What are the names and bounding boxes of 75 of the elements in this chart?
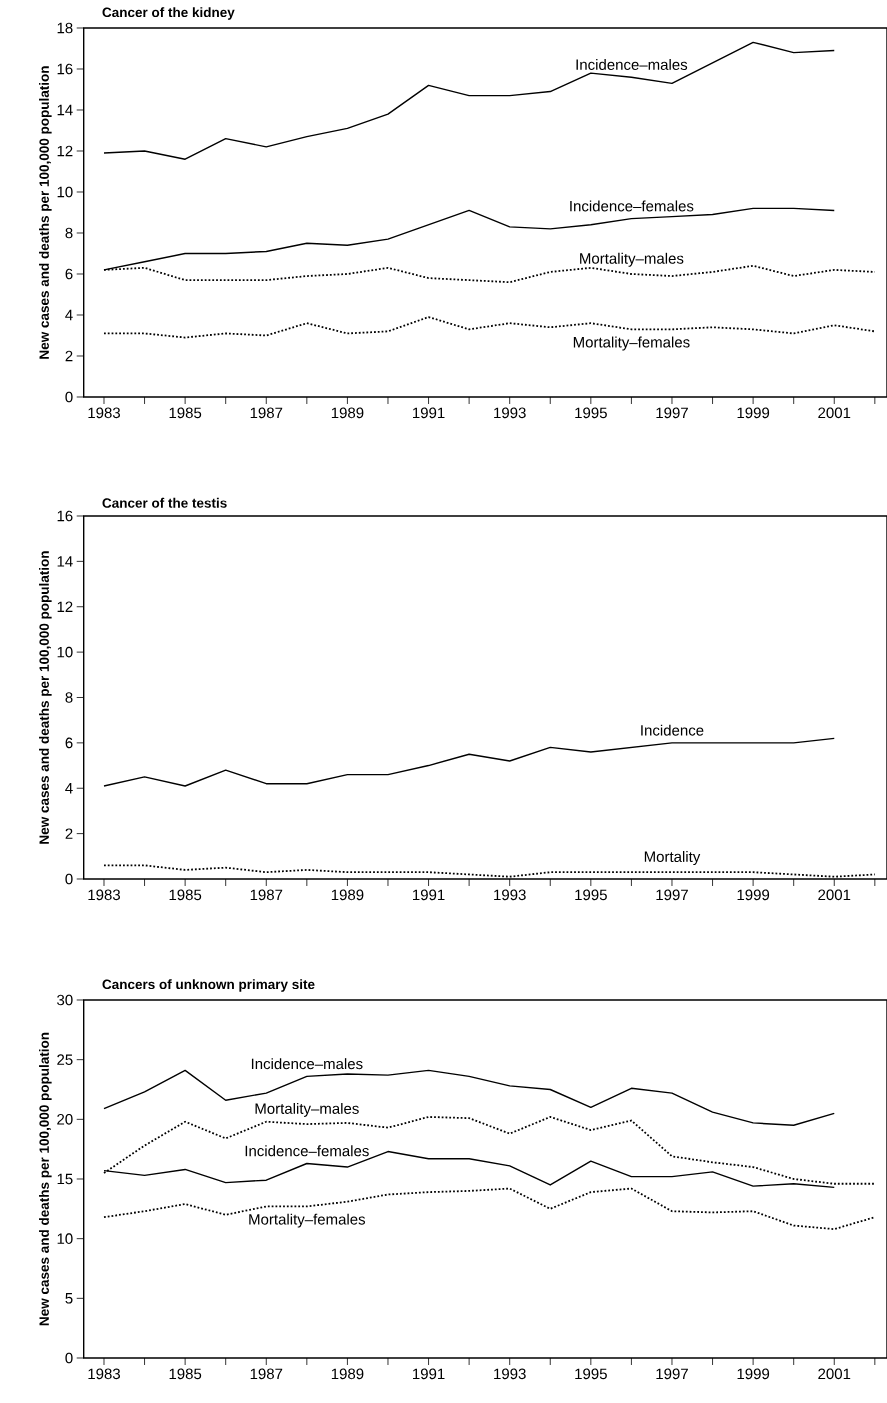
- line-series: [103, 1069, 835, 1126]
- x-tick-label: 1989: [331, 889, 364, 901]
- y-axis-title: New cases and deaths per 100,000 population: [39, 66, 52, 359]
- x-tick-label: 1995: [575, 1368, 607, 1380]
- series-label: Mortality–females: [573, 336, 690, 351]
- y-tick-label: 6: [65, 737, 73, 749]
- series-label: Mortality–females: [249, 1213, 366, 1228]
- y-tick-label: 0: [65, 391, 73, 403]
- x-tick-label: 1985: [169, 889, 202, 901]
- y-tick-label: 0: [65, 1352, 73, 1364]
- x-tick-label: 1999: [737, 1368, 770, 1380]
- y-tick-label: 10: [57, 646, 73, 658]
- x-tick-label: 1987: [250, 1368, 283, 1380]
- series-label: Incidence–females: [570, 200, 694, 212]
- y-tick-label: 20: [57, 1114, 73, 1125]
- y-tick-label: 0: [65, 873, 73, 885]
- y-tick-label: 10: [57, 1233, 73, 1244]
- y-tick-label: 15: [57, 1173, 73, 1185]
- y-tick-label: 14: [57, 556, 73, 567]
- y-axis-title: New cases and deaths per 100,000 population: [39, 551, 52, 844]
- x-tick-label: 1987: [250, 407, 283, 419]
- x-tick-label: 1999: [737, 889, 770, 901]
- x-tick-label: 2001: [818, 1368, 851, 1380]
- x-tick-label: 1997: [656, 1368, 688, 1380]
- y-tick-label: 8: [65, 227, 73, 239]
- y-tick-label: 6: [65, 268, 73, 280]
- series-label: Incidence–males: [251, 1058, 363, 1070]
- y-tick-label: 8: [65, 692, 73, 703]
- y-tick-label: 2: [65, 350, 73, 362]
- series-label: Incidence: [641, 724, 704, 736]
- x-tick-label: 1985: [169, 1368, 202, 1380]
- x-tick-label: 1985: [169, 407, 202, 419]
- y-tick-label: 4: [65, 783, 73, 794]
- x-tick-label: 1983: [88, 407, 121, 419]
- x-tick-label: 1997: [656, 889, 688, 901]
- x-tick-label: 2001: [818, 407, 851, 419]
- x-tick-label: 1991: [413, 1368, 445, 1380]
- x-tick-label: 1995: [575, 407, 607, 419]
- y-tick-label: 30: [57, 994, 73, 1006]
- chart-title: Cancers of unknown primary site: [102, 979, 315, 992]
- line-series: [103, 41, 835, 160]
- y-tick-label: 12: [57, 145, 73, 157]
- chart-title: Cancer of the kidney: [102, 7, 235, 20]
- x-tick-label: 1993: [494, 407, 526, 419]
- y-tick-label: 14: [57, 104, 73, 116]
- x-tick-label: 1993: [494, 889, 526, 901]
- x-tick-label: 1983: [88, 1368, 121, 1380]
- x-tick-label: 1983: [88, 889, 121, 901]
- x-tick-label: 1989: [331, 407, 364, 419]
- x-tick-label: 1991: [413, 889, 445, 901]
- y-tick-label: 16: [57, 510, 73, 522]
- y-tick-label: 25: [57, 1054, 73, 1065]
- y-tick-label: 12: [57, 601, 73, 612]
- series-label: Incidence–females: [245, 1145, 369, 1157]
- x-tick-label: 1999: [737, 407, 770, 419]
- x-tick-label: 1991: [413, 407, 445, 419]
- series-label: Mortality: [644, 851, 701, 865]
- x-tick-label: 2001: [818, 889, 851, 901]
- chart-title: Cancer of the testis: [102, 497, 227, 508]
- x-tick-label: 1989: [331, 1368, 364, 1380]
- y-tick-label: 2: [65, 828, 73, 839]
- y-tick-label: 10: [57, 186, 73, 198]
- y-tick-label: 5: [65, 1293, 73, 1304]
- y-axis-title: New cases and deaths per 100,000 population: [39, 1032, 52, 1326]
- y-tick-label: 16: [57, 63, 73, 75]
- x-tick-label: 1993: [494, 1368, 526, 1380]
- series-label: Incidence–males: [576, 58, 688, 70]
- x-tick-label: 1987: [250, 889, 283, 901]
- series-label: Mortality–males: [255, 1102, 359, 1117]
- line-series: [103, 1187, 876, 1231]
- x-tick-label: 1995: [575, 889, 607, 901]
- series-label: Mortality–males: [580, 252, 684, 267]
- y-tick-label: 18: [57, 22, 73, 34]
- y-tick-label: 4: [65, 309, 73, 321]
- x-tick-label: 1997: [656, 407, 688, 419]
